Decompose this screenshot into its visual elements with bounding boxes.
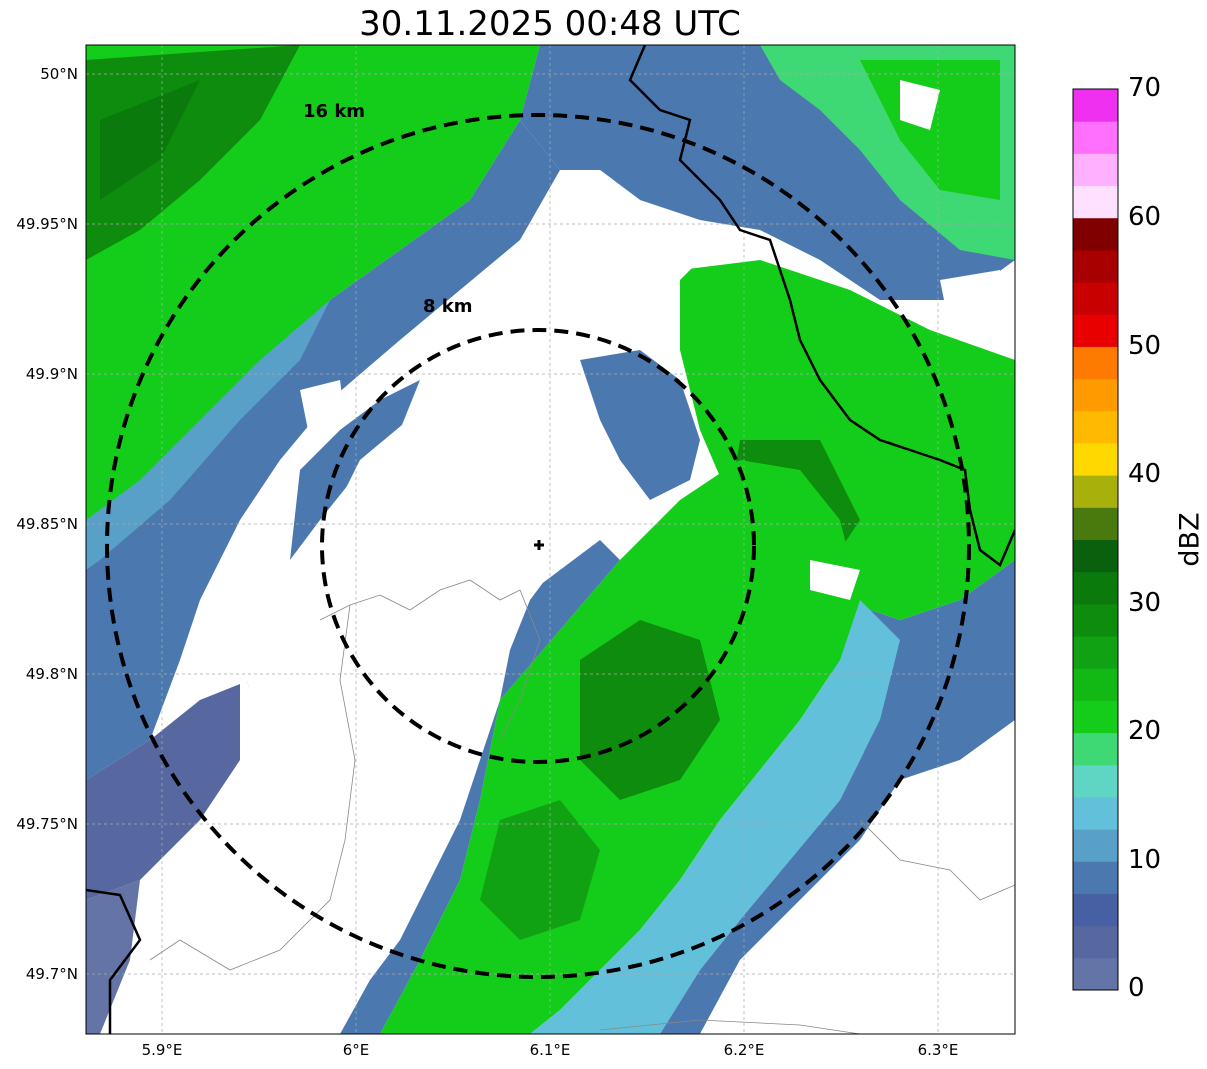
colorbar-swatch — [1073, 121, 1118, 154]
colorbar-swatch — [1073, 507, 1118, 540]
colorbar — [1073, 89, 1118, 991]
colorbar-swatch — [1073, 668, 1118, 701]
lon-tick-label: 6.3°E — [917, 1041, 959, 1059]
echo-region-central-core2 — [480, 800, 600, 940]
colorbar-label: dBZ — [1174, 512, 1206, 567]
range-ring-label-8km: 8 km — [423, 296, 473, 317]
lat-tick-label: 49.8°N — [25, 665, 78, 683]
colorbar-swatch — [1073, 89, 1118, 122]
echo-gap-centre — [240, 350, 620, 980]
echo-region-nw-dark — [86, 45, 300, 260]
echo-region-inner-blue — [580, 350, 700, 500]
colorbar-swatch — [1073, 217, 1118, 251]
echo-region-west-blue — [86, 120, 560, 780]
colorbar-tick-label: 0 — [1128, 973, 1145, 1003]
colorbar-swatch — [1073, 185, 1118, 219]
colorbar-swatch — [1073, 346, 1118, 380]
lat-tick-label: 49.85°N — [16, 515, 78, 533]
range-ring-8km — [320, 328, 756, 764]
echo-region-west-cyan — [86, 300, 330, 570]
colorbar-swatch — [1073, 829, 1118, 862]
echo-gap-e — [940, 270, 1000, 330]
colorbar-swatch — [1073, 410, 1118, 444]
echo-gap-e2 — [810, 560, 860, 600]
colorbar-swatch — [1073, 539, 1118, 573]
colorbar-swatch — [1073, 442, 1118, 476]
colorbar-swatch — [1073, 314, 1118, 347]
colorbar-swatch — [1073, 153, 1118, 187]
colorbar-swatch — [1073, 378, 1118, 412]
precipitation-field — [86, 45, 1015, 1034]
border-line-southwest — [86, 888, 142, 1034]
echo-gap-w — [300, 380, 345, 440]
colorbar-swatch — [1073, 700, 1118, 734]
map-area: 16 km 8 km — [86, 45, 1015, 1034]
echo-region-band-outer-e — [660, 720, 900, 1034]
lon-tick-label: 6.1°E — [529, 1041, 571, 1059]
colorbar-swatch — [1073, 957, 1118, 991]
echo-region-band-edge-e — [530, 600, 900, 1034]
echo-gap-sw — [140, 660, 370, 1034]
colorbar-swatch — [1073, 732, 1118, 766]
colorbar-frame — [1072, 88, 1119, 991]
colorbar-tick-label: 40 — [1128, 459, 1162, 489]
colorbar-swatch — [1073, 571, 1118, 605]
echo-gap-north — [580, 170, 700, 300]
echo-gap-ne — [900, 80, 940, 130]
echo-region-nw-core — [100, 80, 200, 200]
colorbar-swatch — [1073, 636, 1118, 669]
echo-region-sw — [86, 680, 250, 900]
lat-tick-label: 49.75°N — [16, 815, 78, 833]
lat-tick-label: 49.7°N — [25, 965, 78, 983]
admin-boundary — [149, 579, 1015, 1034]
colorbar-tick-label: 70 — [1128, 73, 1162, 103]
colorbar-swatch — [1073, 249, 1118, 283]
colorbar-swatch — [1073, 282, 1118, 315]
lon-tick-label: 6°E — [342, 1041, 370, 1059]
lat-tick-label: 49.95°N — [16, 215, 78, 233]
colorbar-tick-label: 50 — [1128, 331, 1162, 361]
colorbar-swatch — [1073, 893, 1118, 927]
colorbar-swatch — [1073, 603, 1118, 637]
lon-tick-label: 5.9°E — [141, 1041, 183, 1059]
colorbar-tick-label: 30 — [1128, 588, 1162, 618]
colorbar-swatch — [1073, 925, 1118, 959]
colorbar-swatch — [1073, 861, 1118, 894]
map-frame — [85, 44, 1016, 1035]
range-ring-label-16km: 16 km — [303, 101, 365, 122]
echo-region-central-core — [580, 620, 720, 800]
echo-region-sw-edge — [86, 880, 140, 1034]
colorbar-swatch — [1073, 764, 1118, 798]
colorbar-tick-label: 60 — [1128, 202, 1162, 232]
radar-site-marker — [534, 540, 544, 550]
colorbar-tick-label: 20 — [1128, 716, 1162, 746]
colorbar-swatch — [1073, 796, 1118, 830]
colorbar-tick-label: 10 — [1128, 845, 1162, 875]
plot-title: 30.11.2025 00:48 UTC — [359, 4, 741, 44]
range-ring-16km — [105, 113, 971, 979]
border-line-east — [628, 45, 1015, 567]
lat-tick-label: 50°N — [40, 65, 78, 83]
colorbar-swatch — [1073, 475, 1118, 508]
lat-tick-label: 49.9°N — [25, 365, 78, 383]
graticule — [86, 45, 1015, 1034]
lon-tick-label: 6.2°E — [723, 1041, 765, 1059]
echo-gap-east — [700, 720, 1015, 1034]
